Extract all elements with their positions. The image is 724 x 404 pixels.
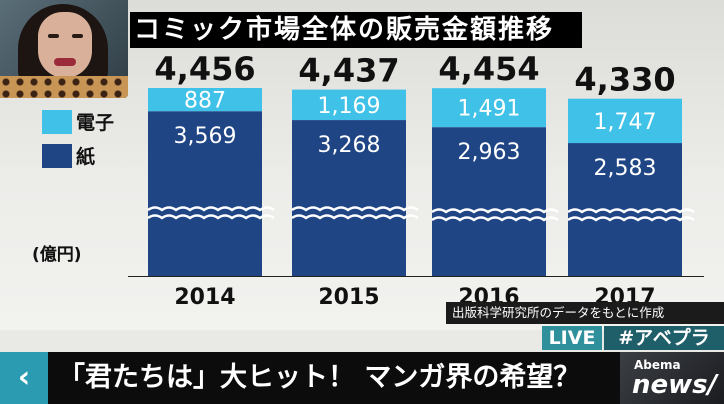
bar-paper-2015 bbox=[292, 120, 406, 276]
bar-paper-2014 bbox=[148, 111, 262, 276]
legend-swatch-digital bbox=[42, 110, 72, 134]
label-digital-2015: 1,169 bbox=[318, 94, 381, 119]
abema-news-logo bbox=[620, 352, 724, 404]
chart-title-bar bbox=[130, 12, 582, 48]
x-tick-2015: 2015 bbox=[318, 285, 379, 310]
axis-break-wave-2015-0 bbox=[291, 206, 419, 212]
presenter-inset bbox=[0, 0, 128, 98]
label-total-2015: 4,437 bbox=[298, 52, 399, 90]
bar-digital-2017 bbox=[568, 98, 682, 144]
axis-break-wave-2017-0 bbox=[567, 208, 695, 214]
bar-digital-2015 bbox=[292, 89, 406, 121]
legend-label-paper: 紙 bbox=[76, 146, 96, 168]
logo-top-text: Abema bbox=[634, 358, 681, 372]
legend-label-digital: 電子 bbox=[76, 112, 115, 134]
x-tick-2014: 2014 bbox=[174, 285, 235, 310]
source-note: 出版科学研究所のデータをもとに作成 bbox=[452, 305, 665, 320]
bar-digital-2016 bbox=[432, 88, 546, 128]
bar-digital-2014 bbox=[148, 88, 262, 112]
axis-break-wave-2017-1 bbox=[567, 216, 695, 222]
label-total-2014: 4,456 bbox=[154, 50, 255, 88]
label-digital-2017: 1,747 bbox=[594, 110, 657, 135]
unit-label: (億円) bbox=[32, 245, 82, 265]
source-bar bbox=[446, 302, 724, 324]
label-paper-2014: 3,569 bbox=[174, 124, 237, 149]
label-total-2016: 4,454 bbox=[438, 50, 539, 88]
bar-paper-2016 bbox=[432, 127, 546, 276]
axis-break-wave-2016-1 bbox=[431, 216, 559, 222]
live-badge: LIVE bbox=[542, 326, 602, 350]
axis-break-wave-2014-1 bbox=[147, 214, 275, 220]
axis-break-wave-2016-0 bbox=[431, 208, 559, 214]
label-paper-2017: 2,583 bbox=[594, 156, 657, 181]
axis-break-wave-2015-1 bbox=[291, 214, 419, 220]
chevron-left-icon[interactable]: ‹ bbox=[0, 352, 48, 404]
chart-title: コミック市場全体の販売金額推移 bbox=[134, 15, 555, 45]
logo-bottom-text: news/ bbox=[632, 370, 718, 400]
label-paper-2015: 3,268 bbox=[318, 133, 381, 158]
label-total-2017: 4,330 bbox=[574, 61, 675, 99]
label-paper-2016: 2,963 bbox=[458, 140, 521, 165]
axis-break-wave-2014-0 bbox=[147, 206, 275, 212]
caption-bar bbox=[0, 352, 724, 404]
label-digital-2014: 887 bbox=[184, 89, 226, 114]
label-digital-2016: 1,491 bbox=[458, 97, 521, 122]
hashtag-label: #アベプラ bbox=[604, 326, 724, 350]
caption-text: 「君たちは」大ヒット！ マンガ界の希望？ bbox=[58, 362, 581, 393]
stacked-bar-chart: 887 3,569 4,456 2014 1,169 3,268 4,437 2015 1,49… bbox=[128, 50, 704, 310]
legend-swatch-paper bbox=[42, 144, 72, 168]
